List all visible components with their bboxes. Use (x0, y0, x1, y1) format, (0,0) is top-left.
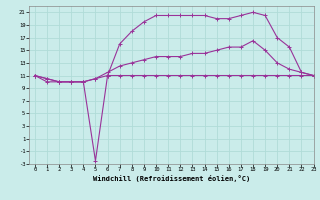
X-axis label: Windchill (Refroidissement éolien,°C): Windchill (Refroidissement éolien,°C) (92, 175, 250, 182)
